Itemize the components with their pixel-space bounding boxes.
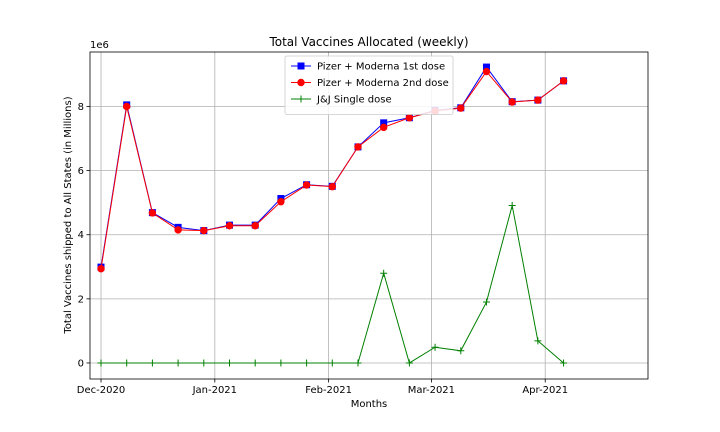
- legend-label: Pizer + Moderna 1st dose: [317, 62, 445, 73]
- legend-marker: [297, 62, 305, 70]
- legend-item: Pizer + Moderna 1st dose: [291, 62, 445, 73]
- legend-item: J&J Single dose: [291, 95, 392, 106]
- data-point-1: [277, 198, 285, 206]
- x-axis-label: Months: [351, 399, 388, 410]
- data-point-1: [328, 182, 336, 191]
- legend-label: Pizer + Moderna 2nd dose: [317, 78, 449, 89]
- data-point-2: [405, 359, 413, 367]
- data-point-2: [482, 298, 490, 306]
- data-point-2: [277, 359, 285, 367]
- legend-item: Pizer + Moderna 2nd dose: [291, 78, 449, 89]
- x-tick-label: Jan-2021: [192, 385, 237, 396]
- data-point-1: [405, 114, 414, 122]
- data-point-2: [508, 202, 516, 210]
- data-point-2: [123, 359, 131, 367]
- data-point-2: [97, 359, 105, 367]
- data-point-2: [534, 337, 542, 345]
- data-point-1: [508, 98, 516, 106]
- data-point-1: [482, 67, 491, 76]
- data-point-1: [251, 222, 259, 230]
- data-point-1: [379, 123, 388, 132]
- data-point-1: [354, 143, 362, 151]
- data-point-2: [457, 347, 465, 355]
- legend-marker: [297, 78, 305, 87]
- data-point-1: [225, 222, 234, 230]
- data-point-2: [200, 359, 208, 367]
- data-point-1: [123, 102, 131, 111]
- legend-label: J&J Single dose: [316, 95, 392, 106]
- data-point-1: [559, 77, 568, 85]
- data-point-1: [148, 209, 157, 217]
- y-tick-label: 2: [78, 294, 84, 305]
- data-point-1: [457, 104, 465, 112]
- data-point-2: [303, 359, 311, 367]
- data-point-1: [97, 265, 105, 273]
- x-tick-label: Feb-2021: [305, 385, 352, 396]
- data-point-2: [560, 359, 568, 367]
- data-point-2: [354, 359, 362, 367]
- data-point-1: [200, 226, 208, 235]
- series-2: [97, 202, 568, 367]
- series-layer: [97, 63, 568, 367]
- data-point-2: [431, 343, 439, 351]
- ticks: Dec-2020 Jan-2021 Feb-2021 Mar-2021 Apr-2021…: [77, 102, 568, 396]
- legend-frame: [284, 55, 454, 115]
- y-axis-label: Total Vaccines shipped to All States (in…: [63, 96, 74, 334]
- data-point-2: [226, 359, 233, 367]
- x-tick-label: Dec-2020: [77, 385, 125, 396]
- y-tick-label: 8: [78, 102, 84, 113]
- data-point-2: [174, 359, 182, 367]
- x-tick-label: Apr-2021: [522, 385, 568, 396]
- y-tick-label: 0: [78, 358, 84, 369]
- y-tick-label: 4: [78, 230, 84, 241]
- legend: Pizer + Moderna 1st dose Pizer + Moderna …: [284, 55, 454, 115]
- y-offset-label: 1e6: [90, 40, 109, 51]
- plot-frame: [89, 51, 649, 380]
- legend-marker: [297, 95, 305, 103]
- data-point-1: [174, 226, 182, 234]
- data-point-2: [251, 359, 259, 367]
- data-point-2: [328, 359, 336, 367]
- data-point-1: [302, 181, 311, 189]
- series-1: [97, 67, 568, 273]
- y-tick-label: 6: [78, 166, 84, 177]
- data-point-2: [148, 359, 156, 367]
- x-tick-label: Mar-2021: [408, 385, 455, 396]
- chart-title: Total Vaccines Allocated (weekly): [268, 35, 468, 49]
- data-point-1: [534, 96, 542, 104]
- data-point-2: [380, 269, 388, 277]
